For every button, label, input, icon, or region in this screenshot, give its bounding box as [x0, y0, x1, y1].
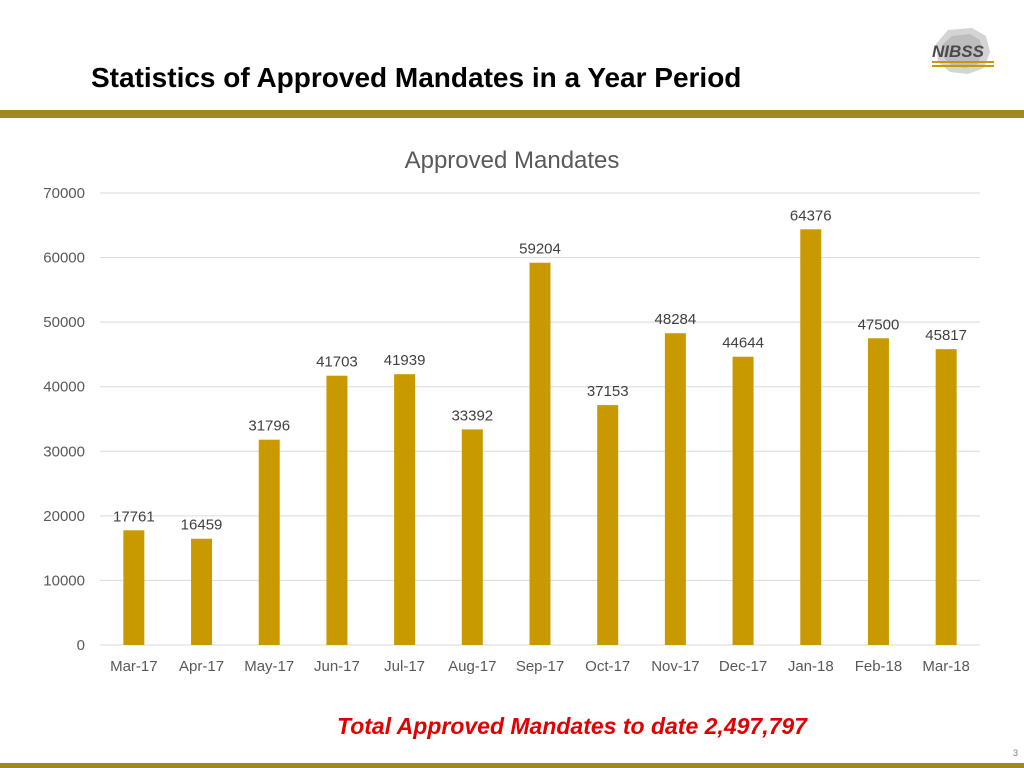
page-number: 3 [1012, 748, 1018, 758]
x-tick-label: Mar-17 [110, 658, 158, 675]
y-tick-label: 20000 [43, 508, 85, 525]
bar [258, 439, 280, 645]
bar [394, 374, 416, 645]
bar [597, 405, 619, 645]
x-tick-label: Dec-17 [719, 658, 767, 675]
title-divider [0, 110, 1024, 118]
data-label: 37153 [587, 383, 629, 400]
slide-title: Statistics of Approved Mandates in a Yea… [91, 62, 742, 93]
data-label: 45817 [925, 327, 967, 344]
y-tick-label: 50000 [43, 314, 85, 331]
bar [191, 538, 213, 645]
data-label: 41939 [384, 352, 426, 369]
data-label: 31796 [248, 418, 290, 435]
x-tick-label: May-17 [244, 658, 294, 675]
x-tick-label: Sep-17 [516, 658, 564, 675]
y-tick-label: 60000 [43, 250, 85, 267]
x-tick-label: Jul-17 [384, 658, 425, 675]
bar [123, 530, 145, 645]
x-tick-label: Nov-17 [651, 658, 699, 675]
bars [123, 229, 957, 645]
bar [461, 429, 483, 645]
x-tick-label: Feb-18 [855, 658, 903, 675]
x-tick-label: Jan-18 [788, 658, 834, 675]
y-tick-label: 10000 [43, 572, 85, 589]
x-tick-label: Aug-17 [448, 658, 496, 675]
bar [326, 375, 348, 645]
x-tick-label: Mar-18 [922, 658, 970, 675]
y-tick-label: 40000 [43, 379, 85, 396]
data-label: 44644 [722, 335, 764, 352]
x-tick-label: Jun-17 [314, 658, 360, 675]
bar [867, 338, 889, 645]
bar [800, 229, 822, 645]
bar [664, 333, 686, 645]
footer-divider [0, 763, 1024, 768]
x-tick-label: Apr-17 [179, 658, 224, 675]
bar [935, 349, 957, 645]
y-axis-ticks: 0 10000 20000 30000 40000 50000 60000 70000 [43, 185, 85, 654]
logo-text: NIBSS [932, 42, 985, 61]
data-label: 17761 [113, 508, 155, 525]
chart-title: Approved Mandates [405, 147, 620, 174]
x-tick-label: Oct-17 [585, 658, 630, 675]
data-label: 33392 [451, 407, 493, 424]
data-label: 16459 [181, 517, 223, 534]
x-axis-ticks: Mar-17 Apr-17 May-17 Jun-17 Jul-17 Aug-17 Sep-… [110, 658, 970, 675]
data-label: 47500 [858, 316, 900, 333]
bar [732, 356, 754, 645]
y-tick-label: 0 [77, 637, 85, 654]
data-label: 64376 [790, 207, 832, 224]
y-tick-label: 30000 [43, 443, 85, 460]
data-labels: 17761 16459 31796 41703 41939 33392 59204 37153… [113, 207, 967, 533]
data-label: 59204 [519, 241, 561, 258]
bar [529, 262, 551, 645]
nibss-logo: NIBSS [932, 28, 994, 74]
data-label: 41703 [316, 354, 358, 371]
approved-mandates-bar-chart: Approved Mandates 0 10000 20000 30000 40000 5… [43, 147, 980, 675]
data-label: 48284 [655, 311, 697, 328]
total-mandates-note: Total Approved Mandates to date 2,497,79… [337, 713, 807, 739]
y-tick-label: 70000 [43, 185, 85, 202]
